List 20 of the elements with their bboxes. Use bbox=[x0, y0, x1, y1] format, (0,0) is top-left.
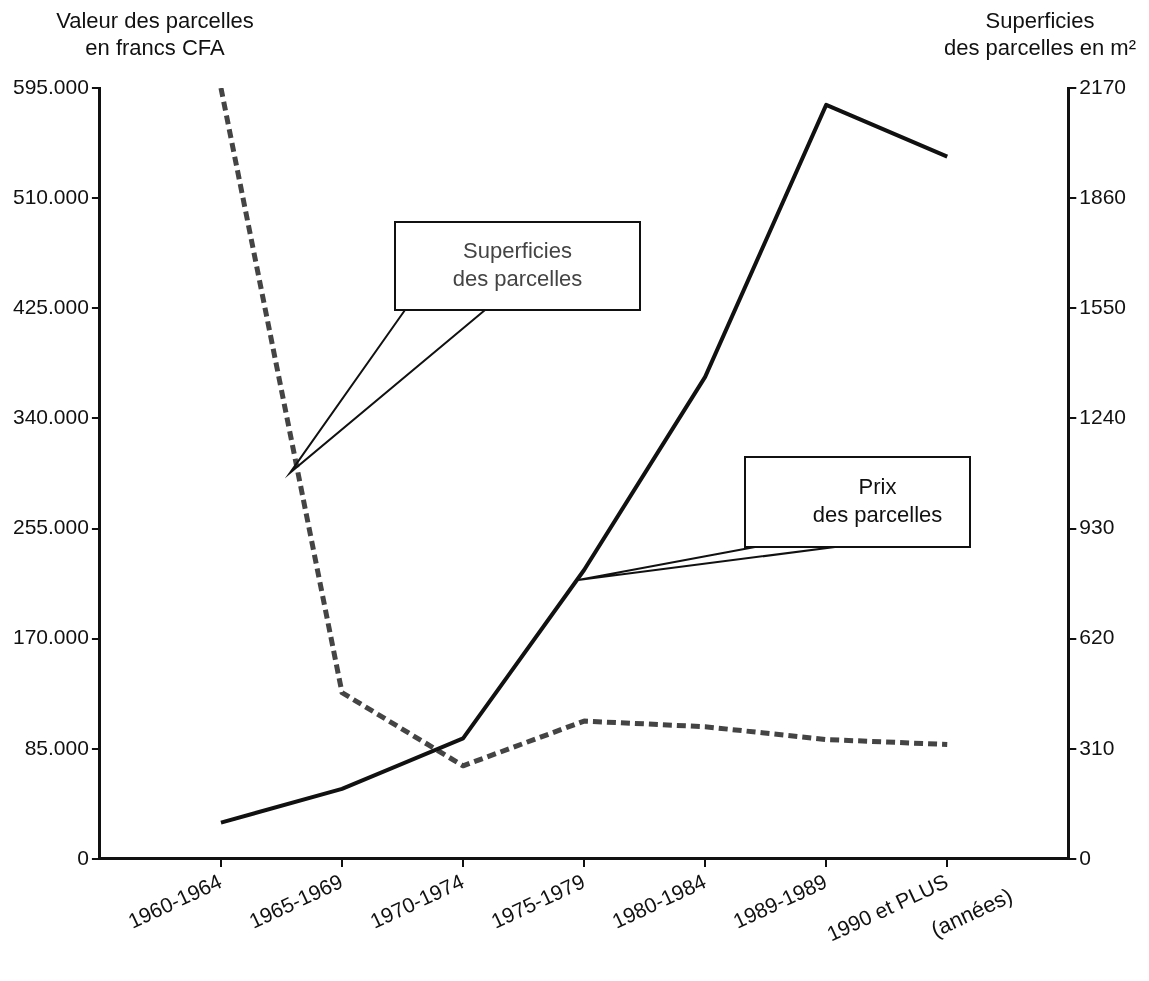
y-tick-label: 85.000 bbox=[24, 735, 89, 759]
y-tick-label: 425.000 bbox=[12, 295, 89, 319]
y2-tick-label: 1550 bbox=[1079, 295, 1126, 319]
text: Prix des parcelles bbox=[812, 474, 943, 528]
y2-tick-label: 310 bbox=[1079, 735, 1115, 759]
y2-axis-title: Superficies des parcelles en m² bbox=[944, 8, 1136, 61]
y2-tick-label: 1860 bbox=[1079, 184, 1126, 208]
y-tick-label: 255.000 bbox=[12, 515, 89, 539]
y-tick-label: 170.000 bbox=[12, 625, 89, 649]
y-tick-label: 340.000 bbox=[12, 405, 89, 429]
y-tick-label: 0 bbox=[77, 845, 89, 869]
y2-tick-label: 620 bbox=[1079, 625, 1115, 649]
y-tick-label: 510.000 bbox=[12, 184, 89, 208]
y-axis-title: Valeur des parcelles en francs CFA bbox=[56, 8, 254, 61]
y2-tick-label: 1240 bbox=[1079, 405, 1126, 429]
y2-tick-label: 2170 bbox=[1079, 74, 1126, 98]
y2-tick-label: 0 bbox=[1079, 845, 1091, 869]
text: Superficies des parcelles bbox=[452, 238, 583, 292]
y2-tick-label: 930 bbox=[1079, 515, 1115, 539]
y-tick-label: 595.000 bbox=[12, 74, 89, 98]
